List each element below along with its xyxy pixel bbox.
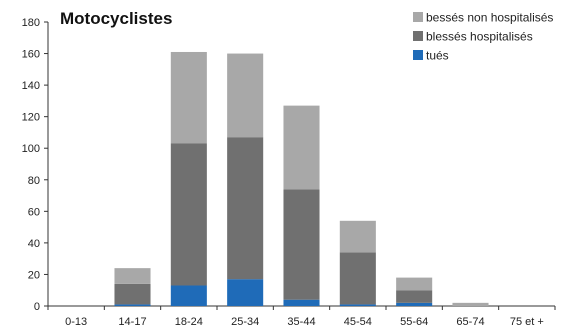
bars [114, 51, 489, 306]
bar-segment-blesses-hospitalises [283, 189, 320, 300]
chart-title: Motocyclistes [60, 9, 172, 28]
bar-segment-blesses-non-hospitalises [114, 268, 151, 284]
y-tick-label: 0 [34, 301, 40, 313]
legend-swatch [413, 12, 423, 22]
legend-label: blessés hospitalisés [426, 30, 533, 44]
legend: bessés non hospitalisés blessés hospitali… [413, 11, 553, 63]
x-tick-label: 65-74 [456, 316, 484, 328]
y-axis: 0 20 40 60 80 100 120 140 160 180 [22, 17, 49, 313]
bar-segment-tues [396, 302, 433, 306]
x-tick-label: 0-13 [65, 316, 87, 328]
bar-segment-blesses-hospitalises [396, 290, 433, 303]
bar-segment-blesses-hospitalises [339, 252, 376, 305]
bar-segment-tues [339, 304, 376, 306]
legend-label: tués [426, 49, 449, 63]
bar-segment-tues [170, 285, 207, 306]
x-axis: 0-13 14-17 18-24 25-34 35-44 45-54 55-64 65-74 7… [47, 305, 556, 328]
y-tick-label: 160 [22, 49, 40, 61]
legend-swatch [413, 50, 423, 60]
bar-segment-blesses-non-hospitalises [452, 302, 489, 306]
bar-segment-blesses-non-hospitalises [170, 51, 207, 144]
legend-label: bessés non hospitalisés [426, 11, 553, 25]
y-tick-label: 20 [28, 269, 40, 281]
x-tick-label: 45-54 [344, 316, 372, 328]
x-tick-label: 35-44 [287, 316, 315, 328]
y-tick-label: 60 [28, 206, 40, 218]
x-tick-label: 55-64 [400, 316, 428, 328]
x-tick-label: 18-24 [175, 316, 203, 328]
y-tick-label: 100 [22, 143, 40, 155]
bar-segment-blesses-hospitalises [114, 283, 151, 305]
bar-segment-tues [227, 279, 264, 306]
x-tick-label: 25-34 [231, 316, 259, 328]
bar-segment-blesses-non-hospitalises [396, 277, 433, 291]
y-tick-label: 80 [28, 175, 40, 187]
bar-segment-blesses-non-hospitalises [283, 105, 320, 190]
x-tick-label: 75 et + [510, 316, 544, 328]
y-tick-label: 120 [22, 112, 40, 124]
bar-segment-tues [283, 299, 320, 306]
x-tick-label: 14-17 [118, 316, 146, 328]
legend-swatch [413, 31, 423, 41]
y-tick-label: 40 [28, 238, 40, 250]
y-tick-label: 180 [22, 17, 40, 29]
bar-segment-tues [114, 304, 151, 306]
bar-segment-blesses-non-hospitalises [227, 53, 264, 138]
y-tick-label: 140 [22, 80, 40, 92]
bar-segment-blesses-hospitalises [170, 143, 207, 286]
bar-segment-blesses-hospitalises [227, 137, 264, 280]
bar-segment-blesses-non-hospitalises [339, 220, 376, 253]
